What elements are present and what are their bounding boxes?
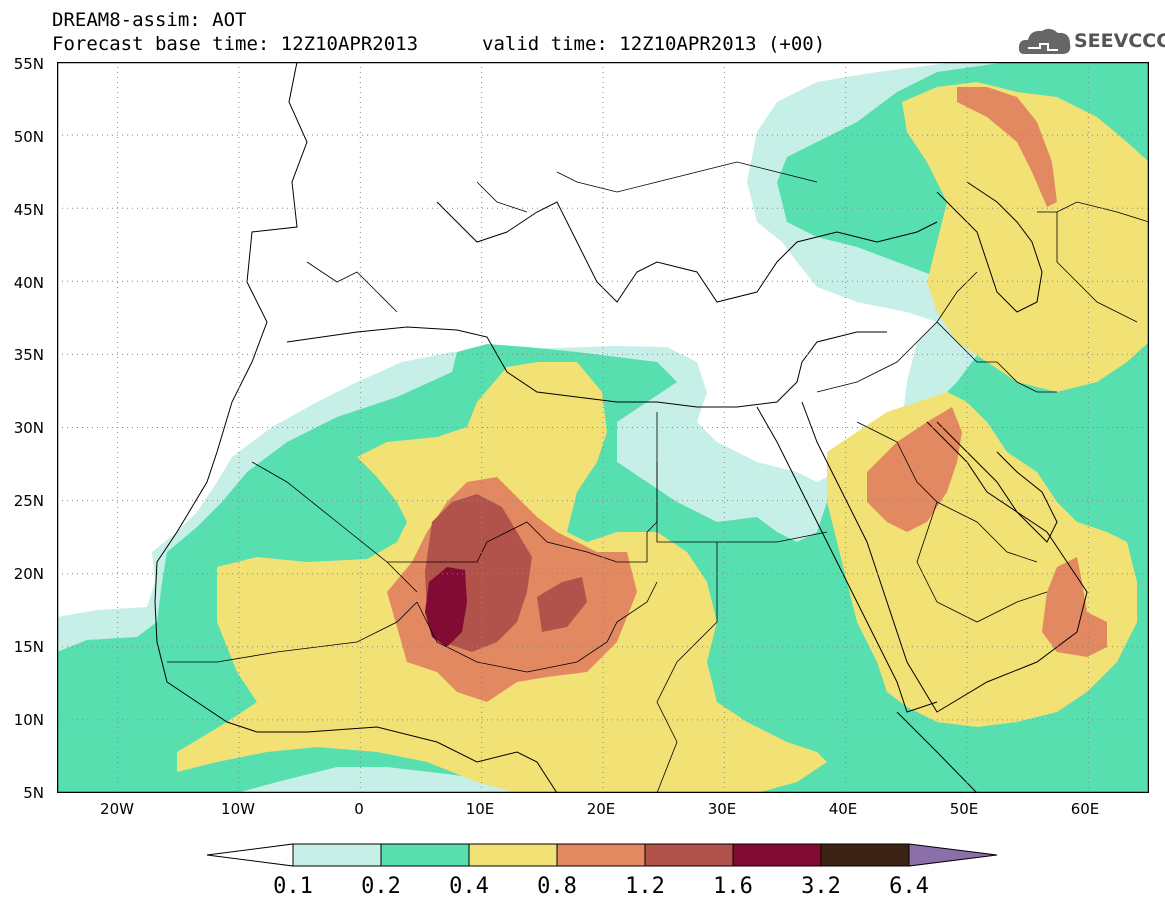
coastline-horn <box>896 711 978 793</box>
lat-tick: 55N <box>13 55 44 73</box>
lat-tick: 10N <box>13 711 44 729</box>
lon-tick: 10E <box>465 800 495 818</box>
lon-tick: 20W <box>100 800 134 818</box>
graticule <box>57 62 1149 793</box>
title-line-1: DREAM8-assim: AOT <box>52 9 247 31</box>
colorbar-swatch <box>556 843 646 867</box>
border-central-asia <box>1037 201 1149 323</box>
colorbar <box>206 843 998 867</box>
border-arabia <box>856 421 1048 623</box>
lon-tick: 50E <box>949 800 979 818</box>
aot-contour-0-8-caspian <box>957 87 1057 207</box>
aot-contour-1-2-east <box>537 577 587 632</box>
colorbar-swatch <box>292 843 382 867</box>
coastline-red-sea <box>756 406 938 713</box>
colorbar-label: 0.4 <box>449 874 489 899</box>
colorbar-label: 0.1 <box>273 874 313 899</box>
colorbar-swatch <box>380 843 470 867</box>
aot-map <box>57 62 1149 793</box>
colorbar-swatch <box>468 843 558 867</box>
colorbar-label: 3.2 <box>801 874 841 899</box>
aot-contour-0-8-oman <box>1042 557 1107 657</box>
lat-tick: 25N <box>13 492 44 510</box>
lon-tick: 10W <box>221 800 255 818</box>
coastline-mediterranean <box>286 326 887 408</box>
lon-tick: 30E <box>707 800 737 818</box>
colorbar-label: 0.2 <box>361 874 401 899</box>
seevccc-logo: SEEVCCC <box>1018 24 1165 58</box>
colorbar-swatch <box>644 843 734 867</box>
colorbar-label: 6.4 <box>889 874 929 899</box>
lat-tick: 40N <box>13 274 44 292</box>
lon-tick: 0 <box>354 800 364 818</box>
colorbar-cap-low <box>206 843 294 867</box>
coastline-west-africa <box>154 62 558 793</box>
lat-tick: 15N <box>13 638 44 656</box>
lat-tick: 30N <box>13 419 44 437</box>
colorbar-label: 0.8 <box>537 874 577 899</box>
lat-tick: 35N <box>13 346 44 364</box>
lon-tick: 20E <box>586 800 616 818</box>
aot-contour-1-6 <box>425 567 467 647</box>
cloud-logo-icon <box>1018 28 1071 54</box>
lon-tick: 60E <box>1070 800 1100 818</box>
border-middle-east <box>816 271 1057 393</box>
lat-tick: 45N <box>13 201 44 219</box>
colorbar-swatch <box>732 843 822 867</box>
colorbar-label: 1.2 <box>625 874 665 899</box>
borders <box>167 161 1149 793</box>
border-east-africa <box>656 462 828 793</box>
colorbar-swatch <box>820 843 910 867</box>
lat-tick: 5N <box>23 784 44 802</box>
map-frame <box>57 62 1149 793</box>
title-line-3: valid time: 12Z10APR2013 (+00) <box>482 33 826 55</box>
colorbar-cap-high <box>908 843 998 867</box>
lat-tick: 20N <box>13 565 44 583</box>
border-europe <box>306 161 818 313</box>
aot-contour-0-8-arabia <box>867 407 962 532</box>
coastline-caspian <box>936 181 1043 313</box>
lon-tick: 40E <box>828 800 858 818</box>
colorbar-label: 1.6 <box>713 874 753 899</box>
lat-tick: 50N <box>13 128 44 146</box>
aot-contour-0-4-asia <box>902 82 1149 392</box>
logo-text: SEEVCCC <box>1074 30 1165 52</box>
coastline-europe <box>436 201 938 303</box>
title-line-2: Forecast base time: 12Z10APR2013 <box>52 33 419 55</box>
